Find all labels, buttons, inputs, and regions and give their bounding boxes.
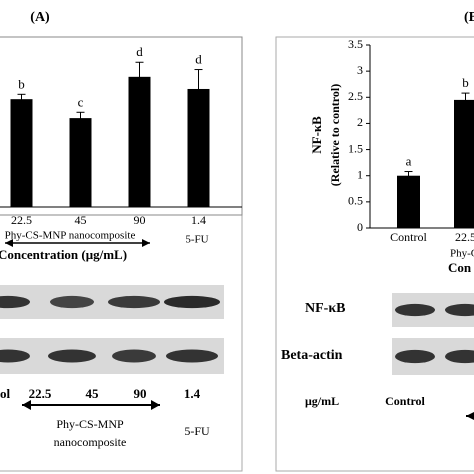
y-tick-label: 3.5 [348,37,363,51]
blot-band [0,349,30,363]
group-label: Phy-CS-MNP [56,417,124,431]
bar [397,175,420,228]
lane-label: ol [0,386,11,401]
lane-label: 90 [134,386,147,401]
control-label: 5-FU [184,424,210,438]
y-tick-label: 0 [357,220,363,234]
y-axis-label: (Relative to control) [328,84,342,186]
significance-label: b [462,75,469,90]
blot-band [164,295,220,309]
blot-band [395,303,435,317]
unit-label: μg/mL [305,394,339,408]
row-label: NF-κB [305,301,345,316]
y-tick-label: 2 [357,115,363,129]
group-label: nanocomposite [54,435,127,449]
group-label: Phy-CS-MNP nanocomposite [5,230,136,242]
row-label: Beta-actin [281,348,343,363]
panel-label: (B [464,10,474,25]
arrowhead [466,412,474,420]
blot-band [445,303,474,317]
blot-band [112,349,156,363]
panel-frame [275,36,474,472]
x-tick-label: 90 [134,213,146,227]
significance-label: b [18,76,25,91]
lane-label: 22.5 [29,386,52,401]
blot-band [108,295,160,309]
x-axis-label: Concentration (μg/mL) [0,247,127,262]
bar [10,99,33,207]
y-tick-label: 0.5 [348,194,363,208]
x-tick-label: 1.4 [191,213,206,227]
significance-label: d [136,44,143,59]
bar [69,118,92,207]
blot-band [166,349,218,363]
bar [454,99,474,229]
blot-band [50,295,94,309]
bar [128,76,151,207]
significance-label: d [195,52,202,67]
blot-band [0,295,30,309]
plot-frame [0,36,243,216]
blot-band [48,349,96,363]
significance-label: a [406,154,412,169]
y-tick-label: 1 [357,167,363,181]
x-tick-label: 45 [75,213,87,227]
blot-band [395,349,435,364]
x-tick-label: 22.5 [11,213,32,227]
x-tick-label: Control [390,230,427,244]
y-axis-label: NF-κB [309,116,324,154]
panel-label: (A) [30,10,50,25]
x-tick-label: 22.5 [455,230,474,244]
control-label: 5-FU [185,234,208,246]
blot-band [445,349,474,364]
lane-label: Control [385,394,425,408]
y-tick-label: 2.5 [348,89,363,103]
group-label: Phy-C [450,248,474,260]
significance-label: c [78,94,84,109]
bar [187,88,210,207]
x-axis-label: Con [448,260,472,275]
lane-label: 45 [86,386,100,401]
y-tick-label: 1.5 [348,141,363,155]
lane-label: 1.4 [184,386,201,401]
y-tick-label: 3 [357,63,363,77]
